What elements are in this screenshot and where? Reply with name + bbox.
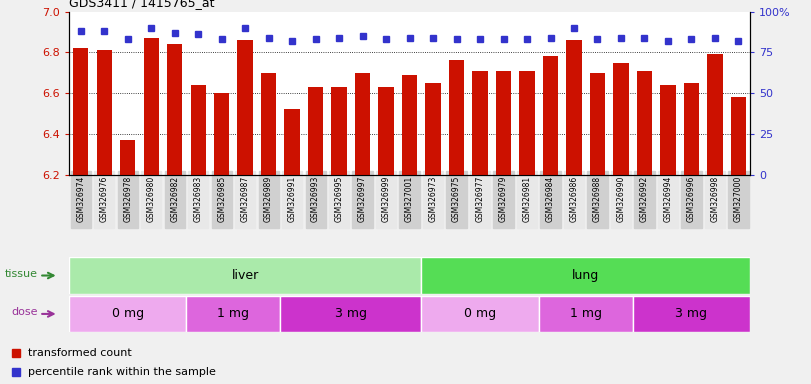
Bar	[633, 296, 750, 332]
Bar	[731, 97, 746, 175]
Bar	[472, 71, 487, 175]
Bar	[684, 83, 699, 175]
Text: 0 mg: 0 mg	[112, 308, 144, 320]
Bar	[637, 71, 652, 175]
Bar	[191, 85, 206, 175]
Bar	[281, 296, 421, 332]
Bar	[539, 296, 633, 332]
Bar	[167, 44, 182, 175]
Bar	[426, 83, 440, 175]
Text: lung: lung	[572, 269, 599, 282]
Bar	[187, 296, 281, 332]
Text: tissue: tissue	[5, 269, 38, 279]
Bar	[238, 40, 253, 175]
Text: 1 mg: 1 mg	[217, 308, 249, 320]
Bar	[144, 38, 159, 175]
Text: 3 mg: 3 mg	[676, 308, 707, 320]
Bar	[421, 257, 750, 294]
Bar	[355, 73, 370, 175]
Bar	[519, 71, 534, 175]
Bar	[421, 296, 539, 332]
Bar	[285, 109, 300, 175]
Bar	[379, 87, 393, 175]
Bar	[707, 55, 723, 175]
Bar	[402, 75, 417, 175]
Bar	[590, 73, 605, 175]
Text: 3 mg: 3 mg	[335, 308, 367, 320]
Bar	[566, 40, 581, 175]
Bar	[261, 73, 277, 175]
Bar	[69, 296, 187, 332]
Bar	[613, 63, 629, 175]
Bar	[660, 85, 676, 175]
Bar	[496, 71, 511, 175]
Text: percentile rank within the sample: percentile rank within the sample	[28, 367, 217, 377]
Bar	[449, 61, 464, 175]
Bar	[543, 56, 558, 175]
Text: 1 mg: 1 mg	[570, 308, 602, 320]
Bar	[69, 257, 421, 294]
Bar	[73, 48, 88, 175]
Bar	[308, 87, 324, 175]
Text: transformed count: transformed count	[28, 348, 132, 358]
Text: GDS3411 / 1415765_at: GDS3411 / 1415765_at	[69, 0, 214, 9]
Bar	[97, 50, 112, 175]
Text: 0 mg: 0 mg	[464, 308, 496, 320]
Text: liver: liver	[231, 269, 259, 282]
Text: dose: dose	[11, 307, 38, 317]
Bar	[332, 87, 347, 175]
Bar	[214, 93, 230, 175]
Bar	[120, 140, 135, 175]
